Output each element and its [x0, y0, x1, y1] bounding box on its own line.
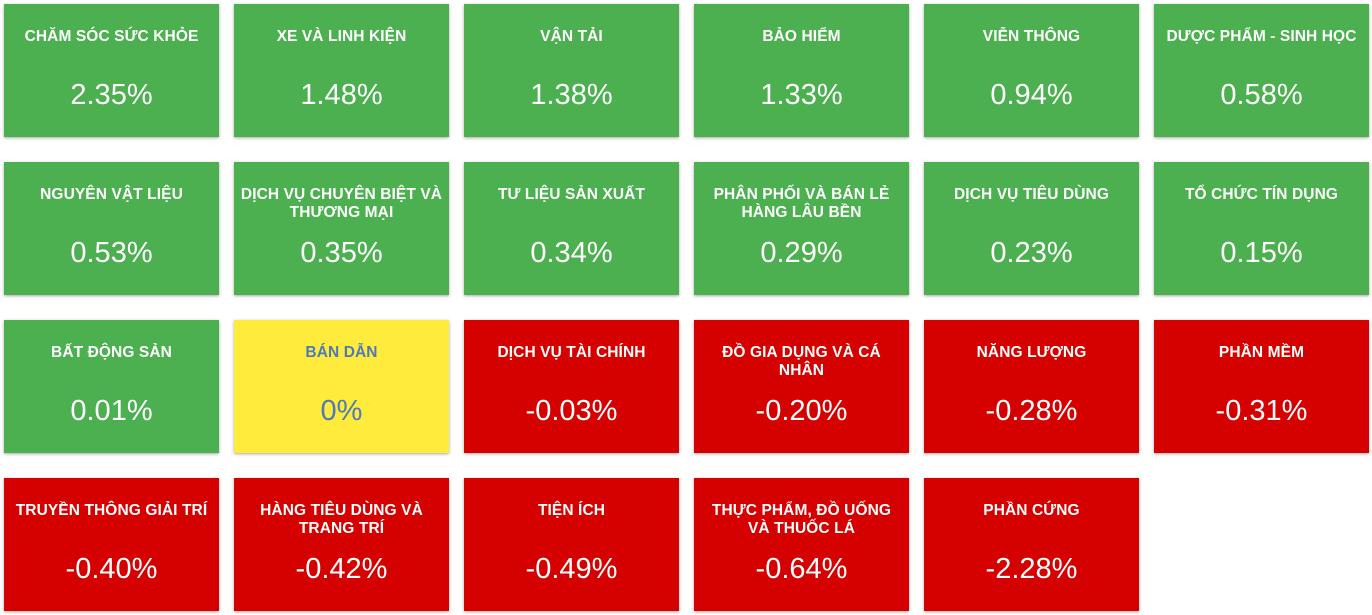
- sector-name: TƯ LIỆU SẢN XUẤT: [497, 186, 646, 203]
- sector-name: DỊCH VỤ TIÊU DÙNG: [954, 186, 1109, 203]
- sector-name: NGUYÊN VẬT LIỆU: [40, 186, 183, 203]
- sector-name: TRUYỀN THÔNG GIẢI TRÍ: [15, 502, 208, 519]
- sector-name: BẢO HIỂM: [762, 28, 841, 45]
- sector-change: 0.01%: [70, 395, 153, 427]
- sector-tile[interactable]: DỊCH VỤ TIÊU DÙNG 0.23%: [924, 162, 1139, 295]
- sector-tile[interactable]: HÀNG TIÊU DÙNG VÀ TRANG TRÍ -0.42%: [234, 478, 449, 611]
- sector-change: 0.58%: [1220, 79, 1303, 111]
- sector-change: -2.28%: [985, 553, 1078, 585]
- sector-name: VẬN TẢI: [540, 28, 603, 45]
- sector-change: -0.20%: [755, 395, 848, 427]
- sector-change: 0.15%: [1220, 237, 1303, 269]
- sector-change: -0.40%: [65, 553, 158, 585]
- sector-change: 0.34%: [530, 237, 613, 269]
- sector-tile[interactable]: PHẦN CỨNG -2.28%: [924, 478, 1139, 611]
- sector-tile[interactable]: NGUYÊN VẬT LIỆU 0.53%: [4, 162, 219, 295]
- sector-change: 0%: [320, 395, 363, 427]
- sector-change: -0.42%: [295, 553, 388, 585]
- sector-name: DỊCH VỤ CHUYÊN BIỆT VÀ THƯƠNG MẠI: [240, 186, 443, 221]
- sector-tile[interactable]: VẬN TẢI 1.38%: [464, 4, 679, 137]
- sector-tile[interactable]: NĂNG LƯỢNG -0.28%: [924, 320, 1139, 453]
- sector-change: 0.94%: [990, 79, 1073, 111]
- sector-tile[interactable]: THỰC PHẨM, ĐỒ UỐNG VÀ THUỐC LÁ -0.64%: [694, 478, 909, 611]
- sector-tile[interactable]: CHĂM SÓC SỨC KHỎE 2.35%: [4, 4, 219, 137]
- sector-name: CHĂM SÓC SỨC KHỎE: [24, 28, 199, 45]
- sector-name: XE VÀ LINH KIỆN: [276, 28, 407, 45]
- sector-tile[interactable]: XE VÀ LINH KIỆN 1.48%: [234, 4, 449, 137]
- sector-tile[interactable]: PHẦN MỀM -0.31%: [1154, 320, 1369, 453]
- sector-change: 1.38%: [530, 79, 613, 111]
- sector-tile[interactable]: BÁN DẪN 0%: [234, 320, 449, 453]
- sector-change: 1.48%: [300, 79, 383, 111]
- sector-tile[interactable]: TRUYỀN THÔNG GIẢI TRÍ -0.40%: [4, 478, 219, 611]
- sector-name: DỊCH VỤ TÀI CHÍNH: [497, 344, 646, 361]
- sector-change: 0.29%: [760, 237, 843, 269]
- sector-change: -0.49%: [525, 553, 618, 585]
- sector-name: HÀNG TIÊU DÙNG VÀ TRANG TRÍ: [260, 502, 423, 537]
- sector-tile[interactable]: BẢO HIỂM 1.33%: [694, 4, 909, 137]
- sector-tile[interactable]: TIỆN ÍCH -0.49%: [464, 478, 679, 611]
- sector-change: 2.35%: [70, 79, 153, 111]
- sector-tile[interactable]: VIỄN THÔNG 0.94%: [924, 4, 1139, 137]
- sector-tile[interactable]: DƯỢC PHẨM - SINH HỌC 0.58%: [1154, 4, 1369, 137]
- sector-name: THỰC PHẨM, ĐỒ UỐNG VÀ THUỐC LÁ: [711, 502, 892, 537]
- sector-tile[interactable]: BẤT ĐỘNG SẢN 0.01%: [4, 320, 219, 453]
- sector-name: TỔ CHỨC TÍN DỤNG: [1184, 186, 1339, 203]
- sector-name: VIỄN THÔNG: [982, 28, 1081, 45]
- sector-name: BẤT ĐỘNG SẢN: [51, 344, 172, 361]
- sector-name: PHẦN CỨNG: [983, 502, 1080, 519]
- sector-change: -0.64%: [755, 553, 848, 585]
- sector-change: -0.28%: [985, 395, 1078, 427]
- sector-name: PHẦN MỀM: [1218, 344, 1305, 361]
- sector-tile[interactable]: DỊCH VỤ TÀI CHÍNH -0.03%: [464, 320, 679, 453]
- sector-name: TIỆN ÍCH: [537, 502, 606, 519]
- sector-name: ĐỒ GIA DỤNG VÀ CÁ NHÂN: [722, 344, 881, 379]
- sector-name: PHÂN PHỐI VÀ BÁN LẺ HÀNG LÂU BỀN: [713, 186, 890, 221]
- sector-name: DƯỢC PHẨM - SINH HỌC: [1166, 28, 1357, 45]
- sector-tile[interactable]: TỔ CHỨC TÍN DỤNG 0.15%: [1154, 162, 1369, 295]
- sector-change: -0.03%: [525, 395, 618, 427]
- sector-change: -0.31%: [1215, 395, 1308, 427]
- sector-change: 0.53%: [70, 237, 153, 269]
- sector-change: 0.35%: [300, 237, 383, 269]
- sector-tile[interactable]: PHÂN PHỐI VÀ BÁN LẺ HÀNG LÂU BỀN 0.29%: [694, 162, 909, 295]
- sector-change: 0.23%: [990, 237, 1073, 269]
- sector-tile[interactable]: DỊCH VỤ CHUYÊN BIỆT VÀ THƯƠNG MẠI 0.35%: [234, 162, 449, 295]
- sector-name: NĂNG LƯỢNG: [976, 344, 1087, 361]
- sector-name: BÁN DẪN: [305, 344, 378, 361]
- sector-tile[interactable]: ĐỒ GIA DỤNG VÀ CÁ NHÂN -0.20%: [694, 320, 909, 453]
- sector-tile[interactable]: TƯ LIỆU SẢN XUẤT 0.34%: [464, 162, 679, 295]
- sector-change: 1.33%: [760, 79, 843, 111]
